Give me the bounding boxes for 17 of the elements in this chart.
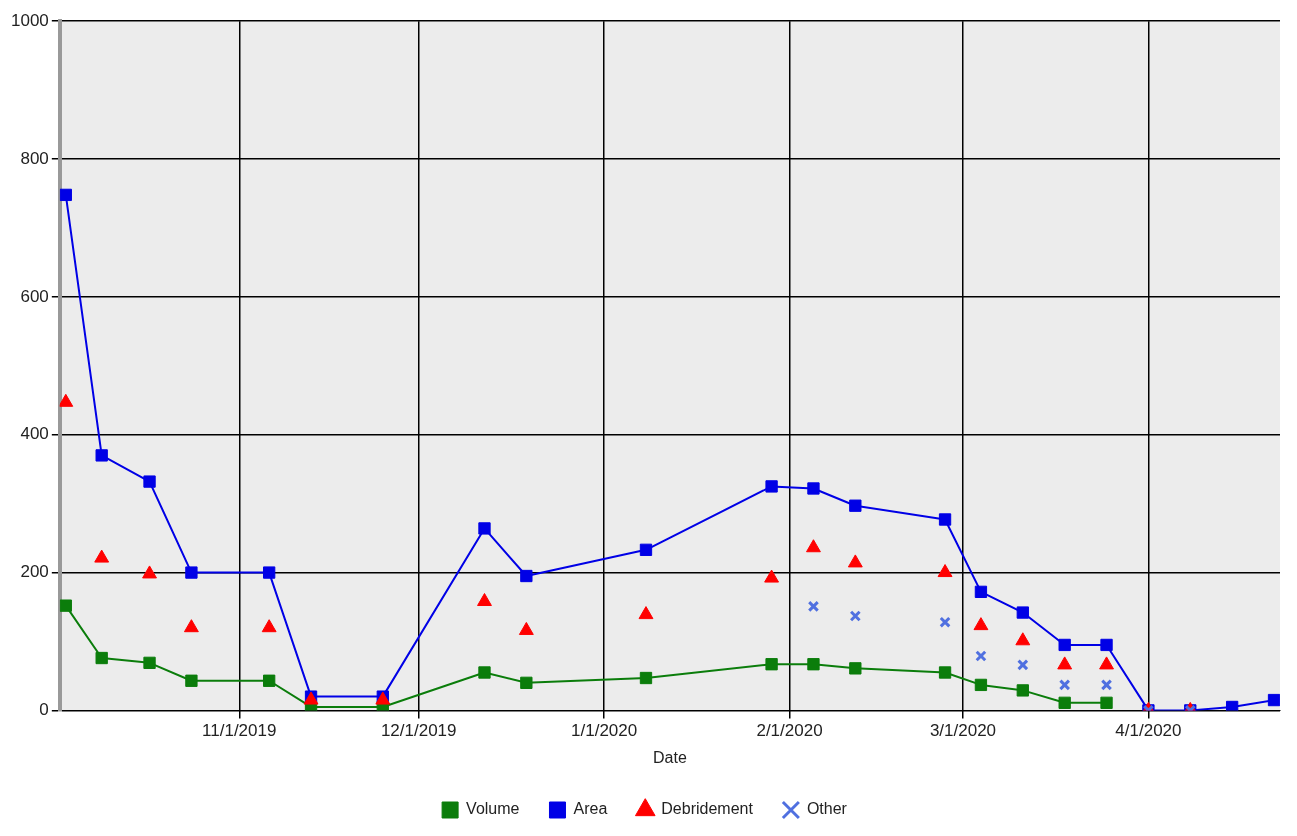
legend-label: Other <box>806 800 848 818</box>
x-tick-label: 3/1/2020 <box>929 721 997 741</box>
y-tick-label: 800 <box>20 148 49 168</box>
y-tick-label: 600 <box>20 286 49 306</box>
y-tick-label: 200 <box>20 562 49 582</box>
x-tick-label: 1/1/2020 <box>571 721 638 741</box>
y-tick-label: 0 <box>39 700 49 720</box>
x-tick-label: 12/1/2019 <box>380 721 457 741</box>
x-tick-label: 2/1/2020 <box>756 721 823 741</box>
y-tick-label: 1000 <box>10 10 49 30</box>
y-tick-label: 400 <box>20 424 49 444</box>
legend-label: Volume <box>466 800 520 818</box>
legend-label: Debridement <box>661 800 754 818</box>
legend-label: Area <box>573 800 608 818</box>
x-axis-title: Date <box>653 748 687 766</box>
x-tick-label: 11/1/2019 <box>202 721 277 741</box>
x-tick-label: 4/1/2020 <box>1115 721 1182 741</box>
